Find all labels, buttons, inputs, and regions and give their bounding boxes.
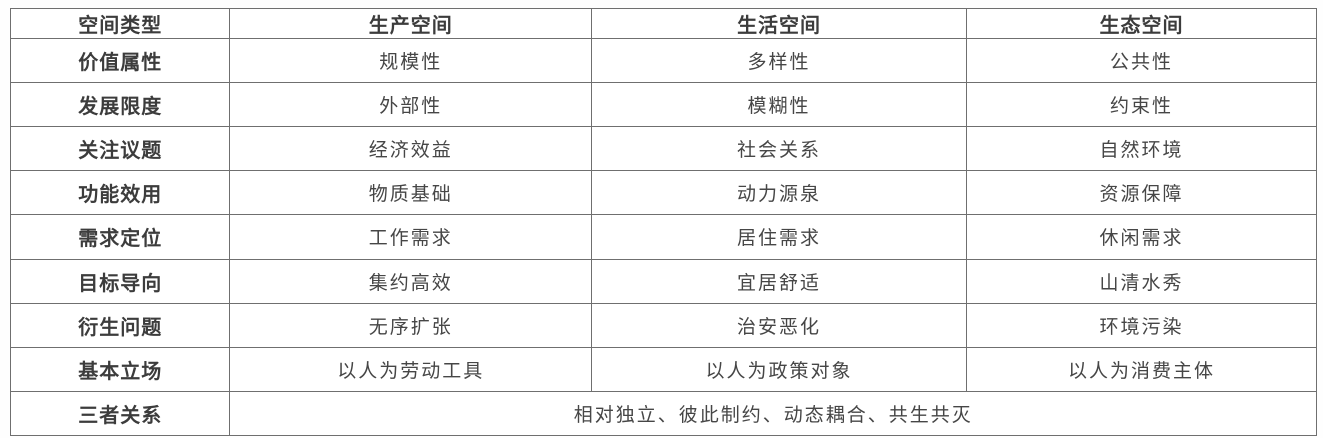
row-label: 功能效用 [9,170,231,216]
table-header-row: 空间类型 生产空间 生活空间 生态空间 [9,8,1318,39]
table-cell: 经济效益 [229,126,593,172]
table-cell: 无序扩张 [229,302,593,348]
table-row-value-attribute: 价值属性 规模性 多样性 公共性 [9,37,1318,84]
table-cell: 环境污染 [965,302,1318,348]
table-cell: 约束性 [965,82,1318,128]
table-row-derived-problem: 衍生问题 无序扩张 治安恶化 环境污染 [9,302,1318,348]
table-cell: 工作需求 [229,214,593,260]
table-cell: 公共性 [965,37,1318,84]
table-row-relationship: 三者关系 相对独立、彼此制约、动态耦合、共生共灭 [9,390,1317,437]
table-cell: 以人为政策对象 [591,346,967,392]
table-row-goal-orientation: 目标导向 集约高效 宜居舒适 山清水秀 [9,258,1318,304]
table-cell: 规模性 [229,37,593,84]
table-cell: 山清水秀 [965,258,1318,304]
table-cell: 以人为劳动工具 [229,346,593,392]
table-cell: 宜居舒适 [591,258,967,304]
table-row-functional-utility: 功能效用 物质基础 动力源泉 资源保障 [9,170,1318,216]
header-production-space: 生产空间 [229,8,593,39]
table-cell: 物质基础 [229,170,593,216]
table-row-focus-topic: 关注议题 经济效益 社会关系 自然环境 [9,126,1318,172]
table-row-development-limit: 发展限度 外部性 模糊性 约束性 [9,82,1318,128]
merged-cell-relationship: 相对独立、彼此制约、动态耦合、共生共灭 [229,390,1317,437]
table-cell: 社会关系 [591,126,967,172]
row-label: 基本立场 [9,346,231,392]
table-cell: 居住需求 [591,214,967,260]
row-label: 需求定位 [9,214,231,260]
header-space-type: 空间类型 [9,8,231,39]
table-cell: 集约高效 [229,258,593,304]
row-label: 衍生问题 [9,302,231,348]
header-living-space: 生活空间 [591,8,967,39]
table-row-demand-position: 需求定位 工作需求 居住需求 休闲需求 [9,214,1318,260]
table-cell: 休闲需求 [965,214,1318,260]
table-cell: 动力源泉 [591,170,967,216]
header-ecological-space: 生态空间 [965,8,1318,39]
table-cell: 以人为消费主体 [965,346,1318,392]
row-label: 目标导向 [9,258,231,304]
table-cell: 多样性 [591,37,967,84]
table-cell: 治安恶化 [591,302,967,348]
row-label: 三者关系 [9,390,231,437]
table-cell: 外部性 [229,82,593,128]
row-label: 关注议题 [9,126,231,172]
space-type-comparison-table: 空间类型 生产空间 生活空间 生态空间 价值属性 规模性 多样性 公共性 发展限… [9,8,1318,437]
table-cell: 资源保障 [965,170,1318,216]
row-label: 发展限度 [9,82,231,128]
table-cell: 自然环境 [965,126,1318,172]
table-cell: 模糊性 [591,82,967,128]
table-row-basic-stance: 基本立场 以人为劳动工具 以人为政策对象 以人为消费主体 [9,346,1318,392]
row-label: 价值属性 [9,37,231,84]
